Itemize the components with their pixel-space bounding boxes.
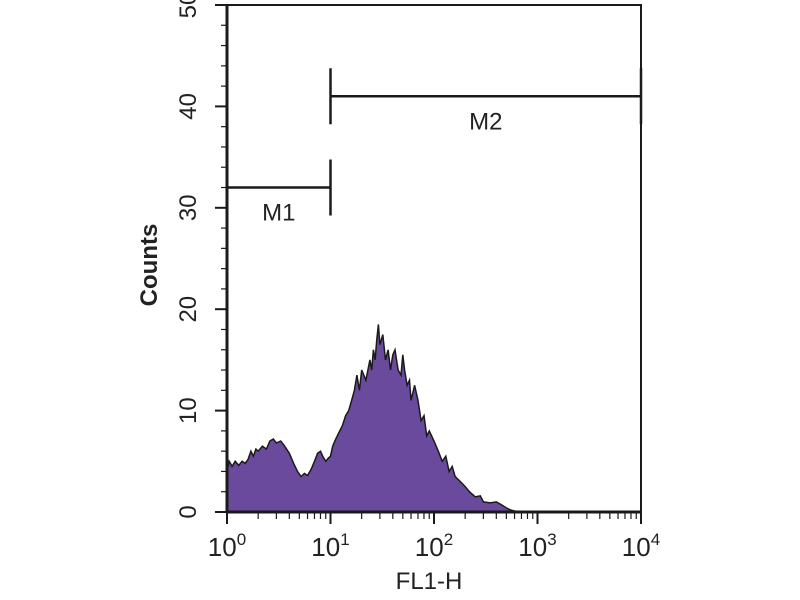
x-tick-label: 100 xyxy=(208,530,246,562)
x-tick-label-base: 10 xyxy=(415,532,444,562)
marker-label: M2 xyxy=(469,108,502,135)
marker-label: M1 xyxy=(262,200,295,227)
x-tick-label-base: 10 xyxy=(208,532,237,562)
x-tick-label-base: 10 xyxy=(311,532,340,562)
y-axis-title: Counts xyxy=(136,224,163,307)
y-tick-label: 40 xyxy=(175,93,202,120)
y-tick-label: 30 xyxy=(175,194,202,221)
x-tick-label: 101 xyxy=(311,530,349,562)
x-tick-label-base: 10 xyxy=(518,532,547,562)
x-tick-label-exponent: 2 xyxy=(444,530,453,549)
y-tick-label: 50 xyxy=(175,0,202,18)
y-axis-ticks xyxy=(215,4,227,513)
x-tick-label-base: 10 xyxy=(622,532,651,562)
histogram-area xyxy=(227,324,641,512)
x-tick-label: 104 xyxy=(622,530,660,562)
region-markers: M1 M2 xyxy=(227,68,643,227)
x-axis-tick-labels: 100 101 102 103 104 xyxy=(208,530,660,562)
histogram-outline xyxy=(226,324,641,513)
x-tick-label: 102 xyxy=(415,530,453,562)
x-tick-label-exponent: 1 xyxy=(340,530,349,549)
x-axis-title: FL1-H xyxy=(396,568,463,595)
x-tick-label: 103 xyxy=(518,530,556,562)
x-tick-label-exponent: 3 xyxy=(547,530,556,549)
y-axis-tick-labels: 0 10 20 30 40 50 xyxy=(175,0,202,519)
y-tick-label: 0 xyxy=(175,505,202,518)
x-axis-ticks xyxy=(226,512,642,524)
x-tick-label-exponent: 4 xyxy=(651,530,660,549)
plot-frame xyxy=(226,4,642,513)
y-tick-label: 20 xyxy=(175,296,202,323)
x-tick-label-exponent: 0 xyxy=(237,530,246,549)
y-tick-label: 10 xyxy=(175,397,202,424)
